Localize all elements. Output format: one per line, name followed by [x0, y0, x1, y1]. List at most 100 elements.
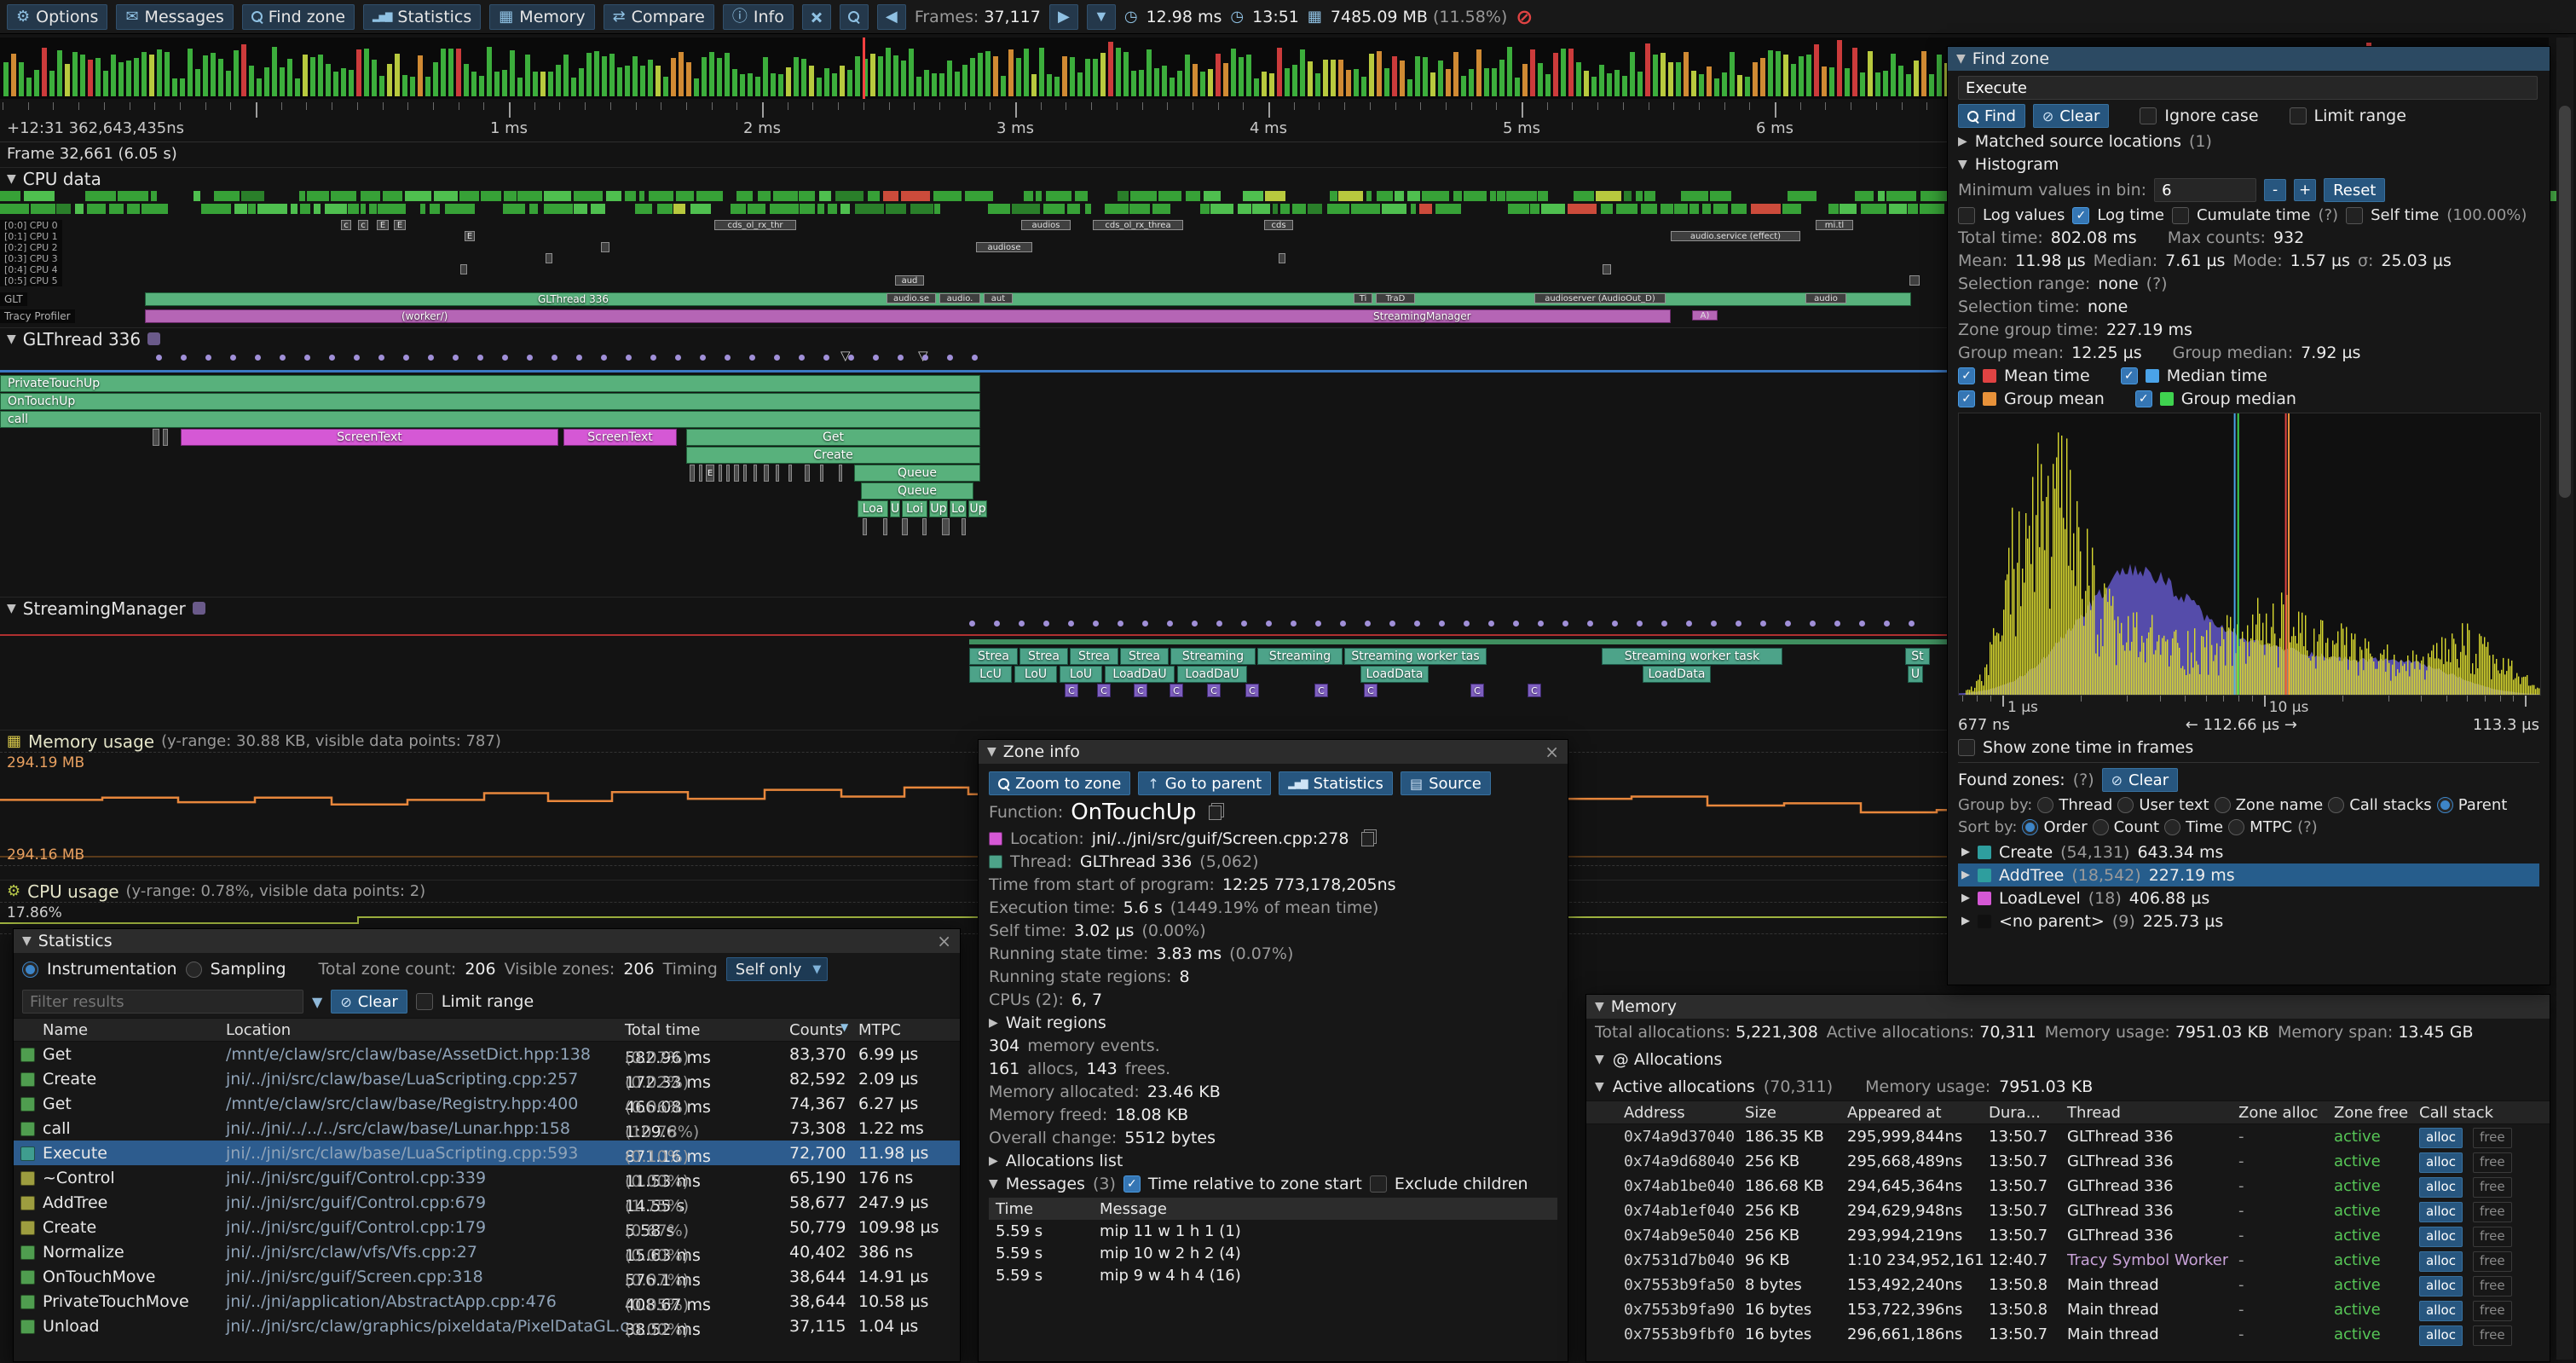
copy-icon[interactable]	[1209, 805, 1222, 820]
frame-bar[interactable]	[663, 77, 668, 96]
table-row[interactable]: PrivateTouchMove jni/../jni/application/…	[14, 1289, 960, 1314]
group-by-radio[interactable]	[2214, 797, 2231, 813]
frame-bar[interactable]	[1392, 56, 1397, 96]
frame-bar[interactable]	[1269, 73, 1274, 96]
ghost-sample-dot[interactable]	[725, 355, 731, 361]
zone-lcu[interactable]: LcU	[969, 666, 1012, 683]
legend-checkbox[interactable]	[1958, 390, 1975, 407]
glthread-cpu-ribbon[interactable]: GLThread 336	[145, 292, 1911, 306]
ghost-sample-dot[interactable]	[1661, 621, 1667, 627]
zone-up[interactable]: Up	[929, 500, 948, 517]
frame-bar[interactable]	[333, 72, 338, 96]
frame-bar[interactable]	[1300, 49, 1305, 96]
frame-bar[interactable]	[1093, 59, 1098, 96]
frame-bar[interactable]	[1123, 52, 1129, 96]
table-row[interactable]: AddTree jni/../jni/src/guif/Control.cpp:…	[14, 1190, 960, 1216]
ghost-sample-dot[interactable]	[749, 355, 755, 361]
table-row[interactable]: ~Control jni/../jni/src/guif/Control.cpp…	[14, 1165, 960, 1191]
alloc-callstack-button[interactable]: alloc	[2419, 1128, 2463, 1148]
frame-bar[interactable]	[901, 61, 906, 96]
ghost-sample-dot[interactable]	[774, 355, 780, 361]
log-time-checkbox[interactable]	[2072, 206, 2090, 224]
zone[interactable]	[764, 465, 769, 482]
cpu-zone-chip[interactable]: audio	[1805, 293, 1846, 303]
frame-bar[interactable]	[1285, 68, 1290, 96]
collapse-caret-icon[interactable]: ▼	[7, 171, 16, 186]
zone-screentext[interactable]: ScreenText	[181, 429, 558, 446]
memory-button[interactable]: ▦ Memory	[489, 3, 595, 30]
frame-bar[interactable]	[1522, 64, 1528, 96]
table-row[interactable]: Unload jni/../jni/src/claw/graphics/pixe…	[14, 1314, 960, 1339]
ghost-sample-dot[interactable]	[1414, 621, 1420, 627]
frame-bar[interactable]	[280, 67, 285, 96]
tracy-cpu-ribbon[interactable]: (worker/) StreamingManager	[145, 309, 1671, 323]
column-appeared-at[interactable]: Appeared at	[1847, 1104, 1942, 1122]
zone-queue[interactable]: Queue	[854, 465, 980, 482]
frame-bar[interactable]	[234, 50, 239, 96]
expand-caret-icon[interactable]: ▶	[1958, 135, 1967, 148]
frame-bar[interactable]	[517, 78, 523, 96]
frame-bar[interactable]	[1216, 54, 1221, 96]
zone[interactable]	[754, 465, 757, 482]
frame-bar[interactable]	[1085, 59, 1090, 96]
tools-button[interactable]	[801, 3, 831, 30]
message-marker-icon[interactable]: ▽	[840, 348, 851, 363]
frame-bar[interactable]	[533, 72, 538, 96]
column-zone-alloc[interactable]: Zone alloc	[2238, 1104, 2319, 1122]
frame-bar[interactable]	[602, 56, 607, 96]
frame-bar[interactable]	[1047, 74, 1052, 96]
alloc-callstack-button[interactable]: alloc	[2419, 1177, 2463, 1198]
help-icon[interactable]: (?)	[2146, 274, 2168, 293]
zone-loaddau[interactable]: LoadDaU	[1177, 666, 1247, 683]
frame-bar[interactable]	[49, 71, 55, 96]
frame-bar[interactable]	[1476, 49, 1481, 96]
go-to-frame-button[interactable]: ▼	[1086, 3, 1116, 30]
frame-bar[interactable]	[1453, 52, 1458, 96]
frame-bar[interactable]	[326, 64, 331, 96]
ghost-sample-dot[interactable]	[1884, 621, 1890, 627]
frame-bar[interactable]	[464, 64, 469, 96]
frame-bar[interactable]	[1354, 69, 1359, 96]
collapse-caret-icon[interactable]: ▼	[1595, 1080, 1604, 1094]
ghost-sample-dot[interactable]	[1266, 621, 1272, 627]
frame-bar[interactable]	[1292, 65, 1297, 96]
zone-st[interactable]: St	[1905, 648, 1930, 665]
frame-bar[interactable]	[556, 65, 561, 96]
zone-c[interactable]: C	[1065, 684, 1078, 697]
frame-bar[interactable]	[1699, 74, 1704, 96]
messages-button[interactable]: ✉ Messages	[116, 3, 234, 30]
frame-bar[interactable]	[909, 49, 914, 96]
ghost-sample-dot[interactable]	[403, 355, 409, 361]
ghost-sample-dot[interactable]	[428, 355, 434, 361]
found-zone-group[interactable]: ▶ LoadLevel (18) 406.88 µs	[1958, 887, 2539, 910]
frame-bar[interactable]	[249, 66, 254, 96]
frame-bar[interactable]	[732, 69, 737, 96]
frame-bar[interactable]	[218, 59, 223, 96]
alloc-callstack-button[interactable]: alloc	[2419, 1251, 2463, 1272]
ghost-sample-dot[interactable]	[1810, 621, 1816, 627]
allocation-row[interactable]: 0x7531d7b040 96 KB 1:10 234,952,161 12:4…	[1586, 1248, 2550, 1273]
table-row[interactable]: Normalize jni/../jni/src/claw/vfs/Vfs.cp…	[14, 1239, 960, 1265]
zone-loaddau[interactable]: LoadDaU	[1105, 666, 1175, 683]
frame-bar[interactable]	[1346, 70, 1351, 96]
frame-bar[interactable]	[88, 60, 93, 96]
ghost-sample-dot[interactable]	[650, 355, 656, 361]
ghost-sample-dot[interactable]	[280, 355, 286, 361]
frame-bar[interactable]	[801, 59, 806, 96]
frame-bar[interactable]	[771, 73, 776, 96]
column-counts[interactable]: Counts	[789, 1021, 843, 1039]
cpu-zone-chip[interactable]: audiose	[976, 242, 1032, 252]
frame-bar[interactable]	[1193, 64, 1198, 96]
frame-bar[interactable]	[1377, 51, 1382, 96]
zone-c[interactable]: C	[1097, 684, 1111, 697]
next-frame-button[interactable]: ▶	[1048, 3, 1078, 30]
allocations-toggle[interactable]: ▼ @ Allocations	[1595, 1050, 1723, 1069]
options-button[interactable]: ⚙ Options	[7, 3, 108, 30]
ignore-case-checkbox[interactable]	[2140, 107, 2157, 124]
bin-input[interactable]	[2154, 178, 2257, 202]
group-by-radio[interactable]	[2037, 797, 2054, 813]
frame-label[interactable]: Frame 32,661 (6.05 s)	[7, 145, 177, 163]
zone-c[interactable]: C	[1470, 684, 1484, 697]
frame-bar[interactable]	[778, 74, 783, 96]
